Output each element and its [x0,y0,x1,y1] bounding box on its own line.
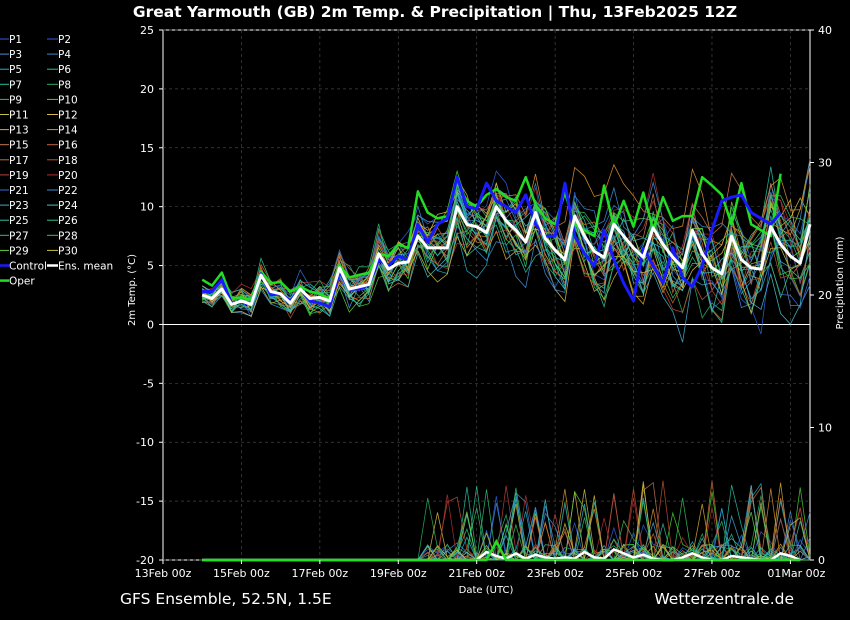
y-tick-label: 10 [140,201,154,214]
legend-label-p4: P4 [58,49,71,61]
legend-label-p20: P20 [58,170,78,182]
member-line-P18 [201,200,811,319]
x-tick-label: 19Feb 00z [370,567,427,580]
legend-label-p22: P22 [58,185,78,197]
member-line-P26 [201,195,811,324]
x-tick-label: 17Feb 00z [291,567,348,580]
y-axis-label-left: 2m Temp. (°C) [127,254,138,326]
legend-label-p12: P12 [58,110,78,122]
plot-area [162,29,811,561]
legend-label-ens-mean: Ens. mean [58,261,113,273]
y2-tick-label: 40 [818,24,832,37]
y2-tick-label: 0 [818,554,825,567]
x-tick-label: 27Feb 00z [684,567,741,580]
chart-title: Great Yarmouth (GB) 2m Temp. & Precipita… [133,3,737,22]
highlight-series [201,173,812,562]
legend-label-p1: P1 [9,34,22,46]
y2-tick-label: 20 [818,289,832,302]
legend-label-p13: P13 [9,125,29,137]
plot-border [162,29,811,561]
precip-oper [202,538,801,562]
x-axis-label: Date (UTC) [459,585,514,596]
legend-label-control: Control [9,261,47,273]
legend-label-p24: P24 [58,200,78,212]
x-tick-label: 13Feb 00z [135,567,192,580]
y-tick-label: 15 [140,142,154,155]
legend-label-p15: P15 [9,140,29,152]
member-line-P30 [201,181,811,317]
legend-label-p2: P2 [58,34,71,46]
legend-label-p11: P11 [9,110,29,122]
y2-tick-label: 30 [818,157,832,170]
legend-label-p6: P6 [58,64,71,76]
footer-source: Wetterzentrale.de [654,590,794,608]
y-tick-label: -10 [136,436,154,449]
series-ens-mean [201,205,812,306]
x-tick-label: 23Feb 00z [527,567,584,580]
legend-label-p23: P23 [9,200,29,212]
x-tick-label: 15Feb 00z [213,567,270,580]
x-tick-label: 25Feb 00z [605,567,662,580]
y-tick-label: 0 [147,318,154,331]
legend-label-p28: P28 [58,230,78,242]
legend-label-p9: P9 [9,94,22,106]
legend-label-p8: P8 [58,79,71,91]
y-tick-label: -5 [143,377,154,390]
x-tick-label: 01Mar 00z [767,567,825,580]
legend-label-p29: P29 [9,245,29,257]
footer-model-info: GFS Ensemble, 52.5N, 1.5E [120,590,332,608]
legend-label-p10: P10 [58,94,78,106]
legend-label-p27: P27 [9,230,29,242]
y-axis-label-right: Precipitation (mm) [835,236,846,329]
legend-label-p19: P19 [9,170,29,182]
x-tick-label: 21Feb 00z [448,567,505,580]
y-tick-label: -20 [136,554,154,567]
legend: P1 P2 P3 P4 P5 P6 P7 P8 P9 P10 P11 P12 P13 P14 P15 P16 P… [0,34,113,288]
y-tick-label: 20 [140,83,154,96]
legend-label-p26: P26 [58,215,78,227]
member-line-P7 [202,166,811,307]
legend-label-p25: P25 [9,215,29,227]
legend-label-p14: P14 [58,125,78,137]
legend-label-oper: Oper [9,276,35,288]
legend-label-p5: P5 [9,64,22,76]
legend-label-p30: P30 [58,245,78,257]
y-tick-label: 5 [147,260,154,273]
axes: 25 20 15 10 5 0 -5 -10 -15 -20 40 30 20 10 0 13Feb 00z 1… [135,24,832,580]
legend-label-p17: P17 [9,155,29,167]
y-tick-label: 25 [140,24,154,37]
legend-label-p21: P21 [9,185,29,197]
legend-label-p16: P16 [58,140,78,152]
y-tick-label: -15 [136,495,154,508]
y2-tick-label: 10 [818,422,832,435]
legend-label-p3: P3 [9,49,22,61]
legend-label-p18: P18 [58,155,78,167]
legend-label-p7: P7 [9,79,22,91]
